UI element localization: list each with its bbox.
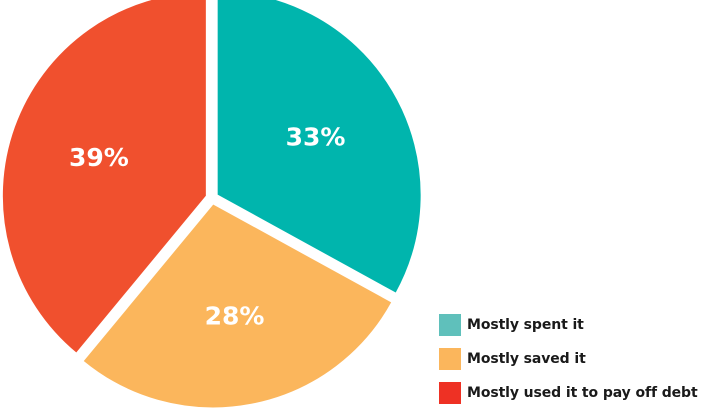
legend: Mostly spent it Mostly saved it Mostly u… [439,314,713,416]
legend-label-debt: Mostly used it to pay off debt [467,385,698,401]
legend-swatch-debt [439,382,461,404]
legend-label-saved: Mostly saved it [467,351,586,367]
pie-labels: 33% 28% 39% [69,122,345,330]
pie-label-spent: 33% [286,122,346,151]
legend-item-debt: Mostly used it to pay off debt [439,382,713,404]
pie-label-saved: 28% [205,302,265,331]
legend-swatch-saved [439,348,461,370]
legend-item-saved: Mostly saved it [439,348,713,370]
legend-item-spent: Mostly spent it [439,314,713,336]
pie-slice-debt [1,0,207,354]
legend-label-spent: Mostly spent it [467,317,584,333]
pie-label-debt: 39% [69,143,129,172]
legend-swatch-spent [439,314,461,336]
pie-slice-saved [82,203,393,409]
pie-slices [1,0,422,409]
pie-slice-spent [216,0,422,294]
